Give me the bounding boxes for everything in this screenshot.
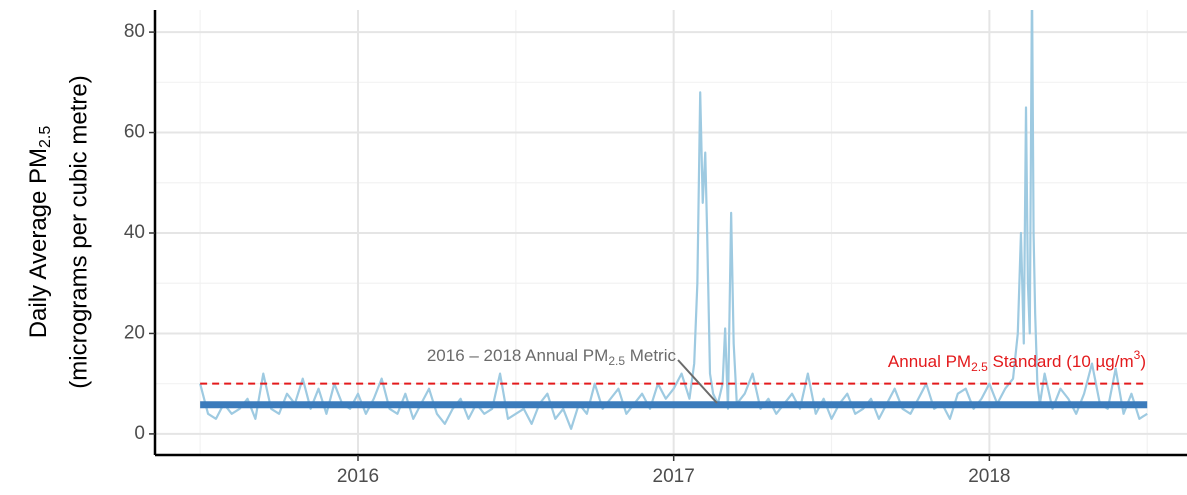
y-axis-title: Daily Average PM2.5 [25,126,54,339]
x-tick-label: 2017 [653,466,695,487]
y-axis-subtitle: (micrograms per cubic metre) [65,75,92,388]
annotation-sub: 2.5 [971,360,988,374]
annotation: Annual PM2.5 Standard (10 µg/m3) [888,348,1146,374]
annotation-text: Annual PM [888,352,971,371]
annotation-text: ) [1140,352,1146,371]
y-tick-label: 80 [124,21,145,42]
annotation: 2016 – 2018 Annual PM2.5 Metric [427,346,677,368]
x-tick-label: 2018 [968,466,1010,487]
y-tick-label: 40 [124,222,145,243]
annotation-text: 2016 – 2018 Annual PM [427,346,608,365]
y-tick-label: 20 [124,322,145,343]
annotation-sub: 2.5 [608,354,625,368]
annotation-text: Standard (10 µg/m [988,352,1134,371]
y-title-sub: 2.5 [37,126,54,148]
data-line [199,10,1148,430]
y-tick-label: 60 [124,122,145,143]
foreground: Annual PM2.5 Standard (10 µg/m3)2016 – 2… [124,10,1187,487]
x-tick-label: 2016 [337,466,379,487]
plot-area [199,10,1148,430]
leader-line [677,359,718,404]
annotation-sup: 3 [1134,348,1141,362]
y-title-text: Daily Average PM [25,148,52,338]
grid [155,10,1187,455]
y-tick-label: 0 [134,423,145,444]
annotation-text: Metric [625,346,677,365]
